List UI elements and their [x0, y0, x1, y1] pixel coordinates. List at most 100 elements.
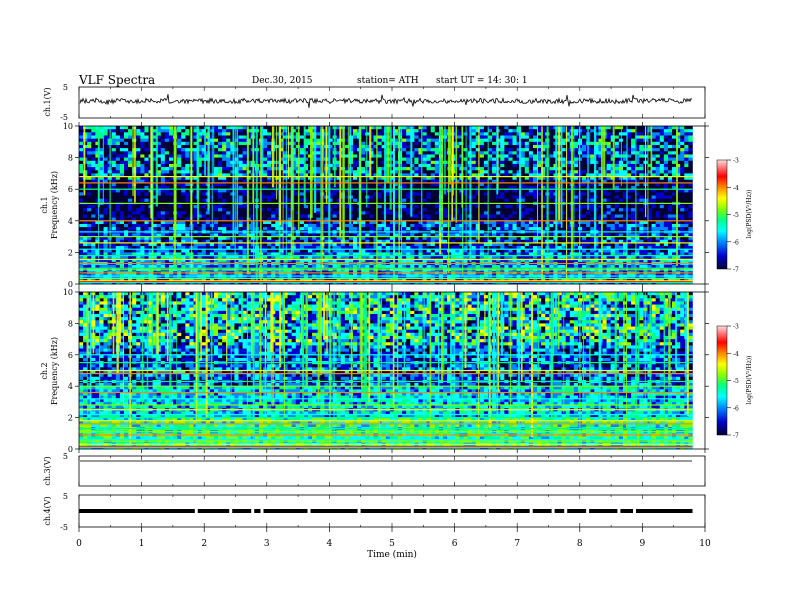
- spectrogram-cell: [128, 157, 133, 162]
- spectrogram-cell: [181, 176, 186, 181]
- spectrogram-cell: [197, 236, 202, 241]
- spectrogram-cell: [287, 151, 292, 155]
- spectrogram-cell: [438, 258, 444, 263]
- spectrogram-cell: [455, 223, 460, 228]
- spectrogram-cell: [99, 205, 104, 209]
- spectrogram-cell: [87, 227, 92, 231]
- spectrogram-cell: [475, 214, 481, 218]
- spectrogram-cell: [406, 170, 411, 174]
- spectrogram-cell: [128, 160, 133, 165]
- spectrogram-cell: [95, 170, 100, 174]
- spectrogram-cell: [168, 246, 174, 250]
- spectrogram-cell: [95, 214, 100, 218]
- spectrogram-cell: [279, 135, 284, 139]
- spectrogram-cell: [475, 223, 481, 228]
- spectrogram-cell: [402, 233, 407, 237]
- spectrogram-cell: [193, 249, 198, 253]
- spectrogram-cell: [328, 233, 333, 237]
- spectrogram-cell: [402, 179, 407, 184]
- spectrogram-cell: [103, 170, 108, 174]
- spectrogram-cell: [91, 173, 96, 177]
- spectrogram-cell: [95, 186, 100, 190]
- spectrogram-cell: [95, 160, 100, 165]
- spectrogram-cell: [332, 265, 337, 269]
- spectrogram-cell: [275, 208, 280, 212]
- spectrogram-cell: [283, 151, 288, 155]
- spectrogram-cell: [365, 249, 370, 253]
- spectrogram-cell: [279, 167, 284, 171]
- spectrogram-cell: [353, 182, 358, 187]
- spectrogram-cell: [361, 144, 366, 149]
- spectrogram-cell: [414, 138, 419, 143]
- spectrogram-cell: [87, 179, 92, 184]
- spectrogram-cell: [226, 154, 231, 158]
- spectrogram-cell: [136, 176, 141, 181]
- spectrogram-cell: [201, 138, 207, 143]
- spectrogram-cell: [226, 167, 231, 171]
- spectrogram-cell: [263, 249, 268, 253]
- spectrogram-cell: [226, 258, 231, 263]
- spectrogram-cell: [213, 198, 219, 203]
- spectrogram-cell: [471, 151, 477, 155]
- spectrogram-cell: [410, 144, 415, 149]
- spectrogram-cell: [115, 195, 121, 199]
- spectrogram-cell: [164, 163, 170, 168]
- spectrogram-cell: [177, 148, 182, 152]
- spectrogram-cell: [316, 236, 321, 241]
- spectrogram-cell: [119, 239, 125, 244]
- spectrogram-cell: [455, 246, 460, 250]
- spectrogram-cell: [377, 217, 382, 222]
- spectrogram-cell: [471, 132, 477, 136]
- spectrogram-cell: [475, 160, 481, 165]
- spectrogram-cell: [226, 249, 231, 253]
- spectrogram-cell: [156, 182, 162, 187]
- spectrogram-cell: [263, 176, 268, 181]
- spectrogram-cell: [377, 176, 382, 181]
- spectrogram-cell: [369, 132, 374, 136]
- spectrogram-cell: [385, 239, 391, 244]
- spectrogram-cell: [369, 182, 374, 187]
- spectrogram-cell: [156, 223, 162, 228]
- spectrogram-cell: [295, 242, 301, 247]
- spectrogram-cell: [218, 252, 223, 256]
- spectrogram-cell: [115, 154, 121, 158]
- spectrogram-cell: [238, 126, 243, 130]
- spectrogram-cell: [99, 211, 104, 215]
- spectrogram-cell: [263, 233, 268, 237]
- spectrogram-cell: [144, 246, 149, 250]
- spectrogram-cell: [389, 208, 395, 212]
- spectrogram-cell: [275, 192, 280, 196]
- spectrogram-cell: [479, 154, 485, 158]
- spectrogram-cell: [238, 182, 243, 187]
- spectrogram-cell: [91, 141, 96, 146]
- spectrogram-cell: [430, 135, 436, 139]
- spectrogram-cell: [434, 217, 440, 222]
- spectrogram-cell: [119, 157, 125, 162]
- spectrogram-cell: [79, 154, 84, 158]
- spectrogram-cell: [201, 195, 207, 199]
- spectrogram-cell: [197, 126, 202, 130]
- spectrogram-cell: [369, 170, 374, 174]
- spectrogram-cell: [152, 195, 158, 199]
- spectrogram-cell: [451, 246, 456, 250]
- spectrogram-cell: [177, 205, 182, 209]
- spectrogram-cell: [332, 214, 337, 218]
- spectrogram-cell: [328, 217, 333, 222]
- spectrogram-cell: [218, 242, 223, 247]
- spectrogram-cell: [119, 211, 125, 215]
- spectrogram-cell: [201, 233, 207, 237]
- spectrogram-cell: [226, 138, 231, 143]
- spectrogram-cell: [95, 236, 100, 241]
- spectrogram-cell: [156, 208, 162, 212]
- spectrogram-cell: [365, 151, 370, 155]
- spectrogram-cell: [406, 227, 411, 231]
- spectrogram-cell: [197, 214, 202, 218]
- spectrogram-cell: [385, 255, 391, 260]
- spectrogram-cell: [344, 249, 350, 253]
- spectrogram-cell: [479, 265, 485, 269]
- spectrogram-cell: [201, 151, 207, 155]
- spectrogram-cell: [406, 132, 411, 136]
- spectrogram-cell: [87, 138, 92, 143]
- spectrogram-cell: [152, 176, 158, 181]
- spectrogram-cell: [152, 233, 158, 237]
